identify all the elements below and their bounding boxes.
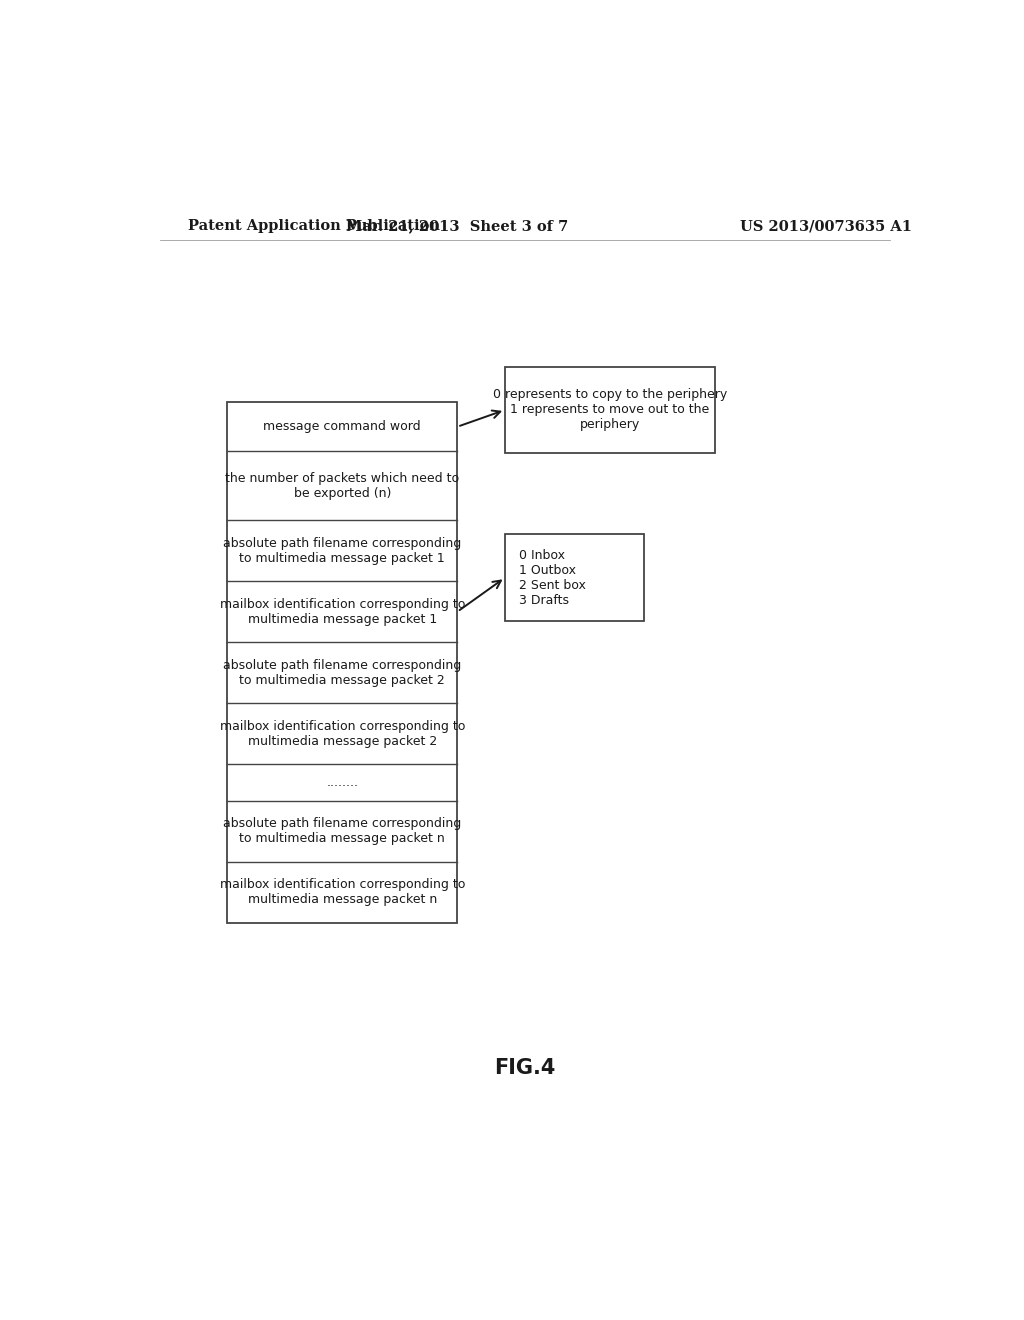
Text: Mar. 21, 2013  Sheet 3 of 7: Mar. 21, 2013 Sheet 3 of 7: [346, 219, 568, 234]
Text: mailbox identification corresponding to
multimedia message packet 2: mailbox identification corresponding to …: [219, 719, 465, 747]
Text: Patent Application Publication: Patent Application Publication: [187, 219, 439, 234]
Bar: [227, 403, 458, 923]
Text: FIG.4: FIG.4: [495, 1059, 555, 1078]
Text: absolute path filename corresponding
to multimedia message packet 1: absolute path filename corresponding to …: [223, 537, 462, 565]
Text: absolute path filename corresponding
to multimedia message packet 2: absolute path filename corresponding to …: [223, 659, 462, 686]
Text: mailbox identification corresponding to
multimedia message packet 1: mailbox identification corresponding to …: [219, 598, 465, 626]
Text: US 2013/0073635 A1: US 2013/0073635 A1: [740, 219, 912, 234]
Text: ........: ........: [327, 776, 358, 789]
Text: absolute path filename corresponding
to multimedia message packet n: absolute path filename corresponding to …: [223, 817, 462, 845]
Text: 0 represents to copy to the periphery
1 represents to move out to the
periphery: 0 represents to copy to the periphery 1 …: [493, 388, 727, 432]
Bar: [505, 367, 715, 453]
Bar: [505, 535, 644, 620]
Text: the number of packets which need to
be exported (n): the number of packets which need to be e…: [225, 471, 460, 500]
Text: message command word: message command word: [263, 420, 421, 433]
Text: mailbox identification corresponding to
multimedia message packet n: mailbox identification corresponding to …: [219, 878, 465, 907]
Text: 0 Inbox
1 Outbox
2 Sent box
3 Drafts: 0 Inbox 1 Outbox 2 Sent box 3 Drafts: [519, 549, 586, 607]
